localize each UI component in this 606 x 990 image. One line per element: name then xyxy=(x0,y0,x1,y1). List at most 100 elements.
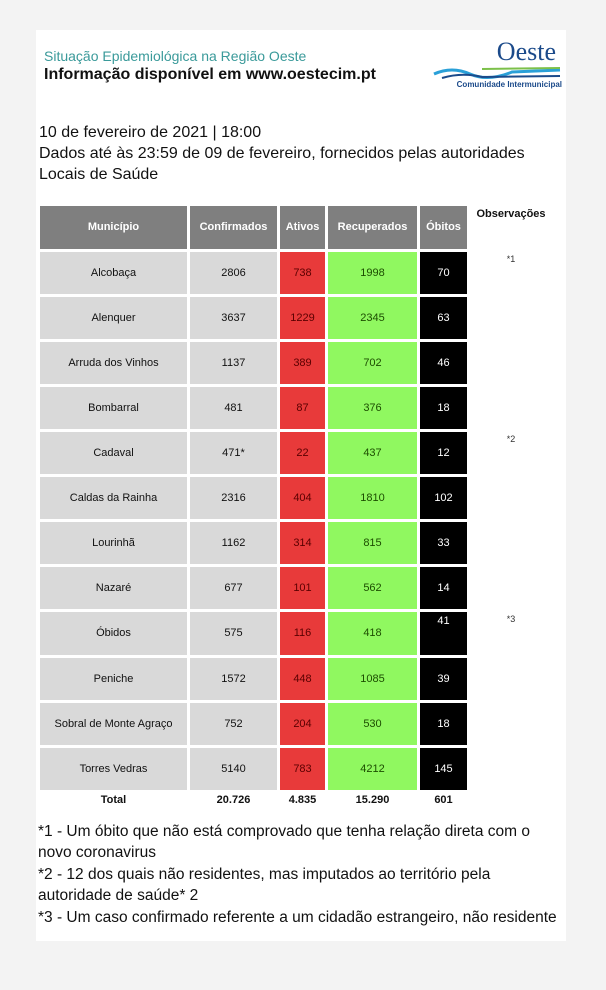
cell-observacao xyxy=(470,342,552,384)
col-recuperados: Recuperados xyxy=(328,206,417,249)
cell-obitos: 14 xyxy=(420,567,467,609)
report-date: 10 de fevereiro de 2021 | 18:00 Dados at… xyxy=(39,122,563,185)
table-row: Caldas da Rainha 2316 404 1810 102 xyxy=(40,477,552,519)
cell-confirmados: 481 xyxy=(190,387,277,429)
header-text: Situação Epidemiológica na Região Oeste … xyxy=(44,38,376,85)
cell-ativos: 404 xyxy=(280,477,325,519)
cell-confirmados: 2316 xyxy=(190,477,277,519)
table-header: Município Confirmados Ativos Recuperados… xyxy=(40,206,552,249)
cell-obitos: 102 xyxy=(420,477,467,519)
cell-observacao xyxy=(470,477,552,519)
cell-obitos: 33 xyxy=(420,522,467,564)
data-source-line: Dados até às 23:59 de 09 de fevereiro, f… xyxy=(39,145,525,183)
footnote-2: *2 - 12 dos quais não residentes, mas im… xyxy=(38,866,491,904)
header: Situação Epidemiológica na Região Oeste … xyxy=(36,30,566,100)
cell-confirmados: 1137 xyxy=(190,342,277,384)
table-row: Cadaval 471* 22 437 12 *2 xyxy=(40,432,552,474)
cell-observacao: *2 xyxy=(470,432,552,474)
total-obitos: 601 xyxy=(420,793,467,808)
cell-ativos: 783 xyxy=(280,748,325,790)
col-confirmados: Confirmados xyxy=(190,206,277,249)
info-line: Informação disponível em www.oestecim.pt xyxy=(44,66,376,83)
cell-confirmados: 1162 xyxy=(190,522,277,564)
footnote-3: *3 - Um caso confirmado referente a um c… xyxy=(38,909,557,926)
table-row: Peniche 1572 448 1085 39 xyxy=(40,658,552,700)
total-ativos: 4.835 xyxy=(280,793,325,808)
cell-ativos: 314 xyxy=(280,522,325,564)
cell-ativos: 204 xyxy=(280,703,325,745)
cell-recuperados: 418 xyxy=(328,612,417,655)
total-observacao xyxy=(470,793,552,808)
cell-recuperados: 376 xyxy=(328,387,417,429)
cell-obitos: 70 xyxy=(420,252,467,294)
cell-observacao: *1 xyxy=(470,252,552,294)
logo-waves-icon xyxy=(433,67,561,79)
cell-obitos: 18 xyxy=(420,703,467,745)
footnote-1: *1 - Um óbito que não está comprovado qu… xyxy=(38,823,530,861)
cell-confirmados: 752 xyxy=(190,703,277,745)
cell-confirmados: 5140 xyxy=(190,748,277,790)
bulletin-card: Situação Epidemiológica na Região Oeste … xyxy=(36,30,566,941)
cell-confirmados: 575 xyxy=(190,612,277,655)
cell-observacao xyxy=(470,703,552,745)
table-row: Arruda dos Vinhos 1137 389 702 46 xyxy=(40,342,552,384)
cell-confirmados: 471* xyxy=(190,432,277,474)
cell-obitos: 145 xyxy=(420,748,467,790)
cell-recuperados: 562 xyxy=(328,567,417,609)
covid-table: Município Confirmados Ativos Recuperados… xyxy=(37,203,555,811)
table-row: Lourinhã 1162 314 815 33 xyxy=(40,522,552,564)
cell-ativos: 116 xyxy=(280,612,325,655)
total-confirmados: 20.726 xyxy=(190,793,277,808)
table-row: Torres Vedras 5140 783 4212 145 xyxy=(40,748,552,790)
table-row: Alcobaça 2806 738 1998 70 *1 xyxy=(40,252,552,294)
cell-confirmados: 3637 xyxy=(190,297,277,339)
cell-obitos: 12 xyxy=(420,432,467,474)
total-recuperados: 15.290 xyxy=(328,793,417,808)
total-row: Total 20.726 4.835 15.290 601 xyxy=(40,793,552,808)
cell-recuperados: 2345 xyxy=(328,297,417,339)
cell-recuperados: 437 xyxy=(328,432,417,474)
cell-municipio: Caldas da Rainha xyxy=(40,477,187,519)
cell-observacao xyxy=(470,387,552,429)
table-row: Alenquer 3637 1229 2345 63 xyxy=(40,297,552,339)
logo-subtitle: Comunidade Intermunicipal xyxy=(456,80,562,89)
table-row: Bombarral 481 87 376 18 xyxy=(40,387,552,429)
cell-ativos: 101 xyxy=(280,567,325,609)
cell-municipio: Sobral de Monte Agraço xyxy=(40,703,187,745)
cell-ativos: 448 xyxy=(280,658,325,700)
cell-ativos: 22 xyxy=(280,432,325,474)
cell-recuperados: 815 xyxy=(328,522,417,564)
cell-confirmados: 1572 xyxy=(190,658,277,700)
cell-ativos: 1229 xyxy=(280,297,325,339)
col-observacoes: Observações xyxy=(470,206,552,249)
cell-observacao xyxy=(470,297,552,339)
cell-municipio: Lourinhã xyxy=(40,522,187,564)
cell-municipio: Bombarral xyxy=(40,387,187,429)
cell-observacao xyxy=(470,567,552,609)
table-row: Óbidos 575 116 418 41 *3 xyxy=(40,612,552,655)
cell-municipio: Torres Vedras xyxy=(40,748,187,790)
subtitle: Situação Epidemiológica na Região Oeste xyxy=(44,48,307,64)
cell-obitos: 41 xyxy=(420,612,467,655)
cell-recuperados: 1810 xyxy=(328,477,417,519)
table-body: Alcobaça 2806 738 1998 70 *1 Alenquer 3637 1229 2… xyxy=(40,252,552,808)
cell-observacao xyxy=(470,748,552,790)
col-obitos: Óbitos xyxy=(420,206,467,249)
cell-municipio: Cadaval xyxy=(40,432,187,474)
date-line: 10 de fevereiro de 2021 | 18:00 xyxy=(39,124,262,141)
oeste-logo: Oeste Comunidade Intermunicipal xyxy=(430,38,562,90)
cell-obitos: 63 xyxy=(420,297,467,339)
footnotes: *1 - Um óbito que não está comprovado qu… xyxy=(38,821,560,928)
cell-recuperados: 530 xyxy=(328,703,417,745)
logo-word: Oeste xyxy=(496,37,556,66)
cell-obitos: 46 xyxy=(420,342,467,384)
cell-municipio: Peniche xyxy=(40,658,187,700)
cell-observacao xyxy=(470,658,552,700)
cell-recuperados: 1998 xyxy=(328,252,417,294)
cell-recuperados: 4212 xyxy=(328,748,417,790)
cell-observacao: *3 xyxy=(470,612,552,655)
cell-confirmados: 677 xyxy=(190,567,277,609)
table-row: Sobral de Monte Agraço 752 204 530 18 xyxy=(40,703,552,745)
cell-recuperados: 702 xyxy=(328,342,417,384)
cell-obitos: 39 xyxy=(420,658,467,700)
